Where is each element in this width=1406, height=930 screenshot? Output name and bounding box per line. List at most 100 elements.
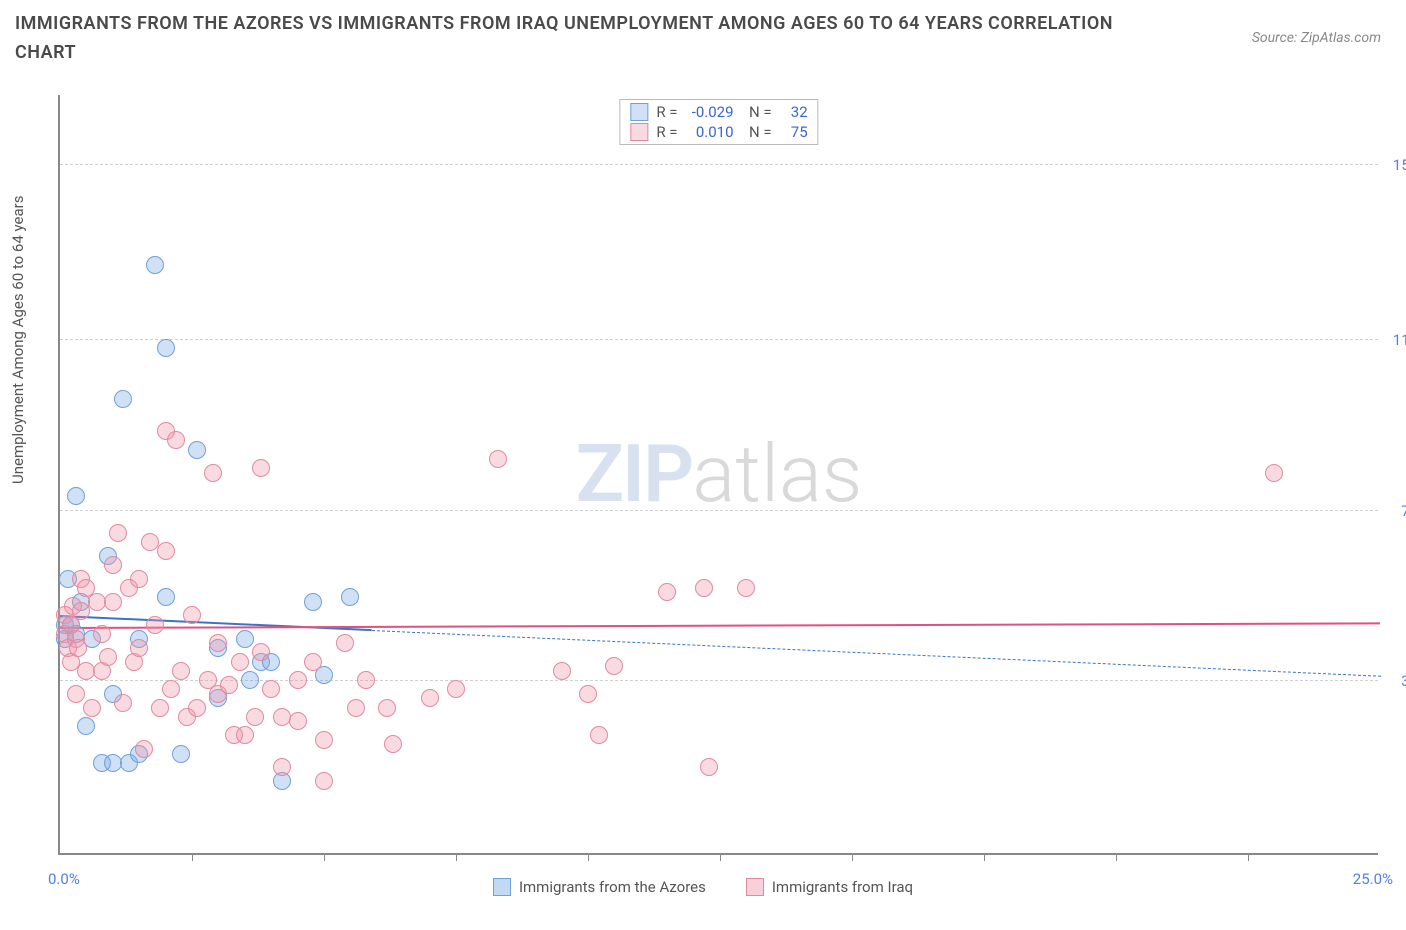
watermark: ZIPatlas <box>576 427 863 521</box>
data-point-iraq <box>553 662 571 680</box>
data-point-iraq <box>1265 464 1283 482</box>
data-point-iraq <box>146 616 164 634</box>
data-point-azores <box>146 256 164 274</box>
data-point-azores <box>114 390 132 408</box>
header: IMMIGRANTS FROM THE AZORES VS IMMIGRANTS… <box>0 0 1406 68</box>
y-tick-label: 15.0% <box>1393 156 1406 174</box>
data-point-iraq <box>104 593 122 611</box>
data-point-iraq <box>188 699 206 717</box>
gridline: 11.2% <box>60 339 1378 340</box>
y-tick-label: 11.2% <box>1393 331 1406 349</box>
data-point-azores <box>157 339 175 357</box>
data-point-iraq <box>231 653 249 671</box>
data-point-iraq <box>104 556 122 574</box>
data-point-azores <box>77 717 95 735</box>
stat-n-label: N = <box>742 103 772 121</box>
legend-item: Immigrants from Iraq <box>746 878 913 896</box>
data-point-azores <box>304 593 322 611</box>
data-point-iraq <box>151 699 169 717</box>
data-point-iraq <box>289 671 307 689</box>
stat-n-value: 75 <box>780 123 808 141</box>
data-point-iraq <box>336 634 354 652</box>
legend-swatch <box>493 878 511 896</box>
y-axis-title: Unemployment Among Ages 60 to 64 years <box>9 196 27 484</box>
data-point-iraq <box>695 579 713 597</box>
data-point-iraq <box>109 524 127 542</box>
legend-item: Immigrants from the Azores <box>493 878 706 896</box>
data-point-azores <box>241 671 259 689</box>
data-point-iraq <box>252 643 270 661</box>
legend-swatch <box>746 878 764 896</box>
data-point-azores <box>341 588 359 606</box>
data-point-iraq <box>67 685 85 703</box>
legend-label: Immigrants from Iraq <box>772 878 913 896</box>
legend-swatch <box>630 103 648 121</box>
stat-n-value: 32 <box>780 103 808 121</box>
data-point-iraq <box>135 740 153 758</box>
source-label: Source: ZipAtlas.com <box>1252 30 1381 46</box>
scatter-chart: ZIPatlas R = -0.029 N = 32R = 0.010 N = 75 3… <box>58 95 1378 855</box>
x-tick <box>324 853 325 861</box>
watermark-zip: ZIP <box>576 427 693 521</box>
data-point-iraq <box>737 579 755 597</box>
data-point-iraq <box>162 680 180 698</box>
data-point-iraq <box>447 680 465 698</box>
data-point-azores <box>188 441 206 459</box>
series-legend: Immigrants from the Azores Immigrants fro… <box>0 878 1406 896</box>
watermark-atlas: atlas <box>692 427 862 521</box>
data-point-iraq <box>83 699 101 717</box>
legend-label: Immigrants from the Azores <box>519 878 706 896</box>
data-point-iraq <box>130 639 148 657</box>
x-tick <box>588 853 589 861</box>
data-point-iraq <box>658 583 676 601</box>
gridline: 7.5% <box>60 510 1378 511</box>
data-point-iraq <box>579 685 597 703</box>
stats-legend: R = -0.029 N = 32R = 0.010 N = 75 <box>619 99 818 145</box>
stats-legend-row: R = -0.029 N = 32 <box>624 102 813 122</box>
x-tick <box>852 853 853 861</box>
data-point-iraq <box>357 671 375 689</box>
x-tick <box>984 853 985 861</box>
legend-swatch <box>630 123 648 141</box>
data-point-iraq <box>315 731 333 749</box>
data-point-iraq <box>172 662 190 680</box>
data-point-iraq <box>114 694 132 712</box>
chart-title: IMMIGRANTS FROM THE AZORES VS IMMIGRANTS… <box>15 10 1115 68</box>
y-tick-label: 7.5% <box>1401 502 1406 520</box>
stat-r-value: 0.010 <box>686 123 734 141</box>
stats-legend-row: R =0.010 N =75 <box>624 122 813 142</box>
data-point-iraq <box>605 657 623 675</box>
data-point-azores <box>157 588 175 606</box>
data-point-iraq <box>130 570 148 588</box>
trend-line <box>371 630 1380 677</box>
data-point-iraq <box>252 459 270 477</box>
data-point-azores <box>236 630 254 648</box>
data-point-iraq <box>220 676 238 694</box>
x-tick <box>456 853 457 861</box>
data-point-azores <box>172 745 190 763</box>
data-point-iraq <box>421 689 439 707</box>
stat-r-value: -0.029 <box>686 103 734 121</box>
data-point-iraq <box>167 431 185 449</box>
data-point-azores <box>67 487 85 505</box>
data-point-iraq <box>315 772 333 790</box>
stat-r-label: R = <box>656 123 677 141</box>
data-point-iraq <box>204 464 222 482</box>
data-point-iraq <box>378 699 396 717</box>
x-tick <box>1248 853 1249 861</box>
data-point-iraq <box>347 699 365 717</box>
data-point-iraq <box>72 602 90 620</box>
data-point-iraq <box>289 712 307 730</box>
data-point-iraq <box>384 735 402 753</box>
data-point-iraq <box>69 639 87 657</box>
x-tick <box>720 853 721 861</box>
data-point-iraq <box>489 450 507 468</box>
x-tick <box>192 853 193 861</box>
data-point-iraq <box>590 726 608 744</box>
data-point-iraq <box>700 758 718 776</box>
data-point-iraq <box>236 726 254 744</box>
data-point-iraq <box>273 758 291 776</box>
y-tick-label: 3.8% <box>1401 672 1406 690</box>
data-point-iraq <box>304 653 322 671</box>
stat-r-label: R = <box>656 103 677 121</box>
